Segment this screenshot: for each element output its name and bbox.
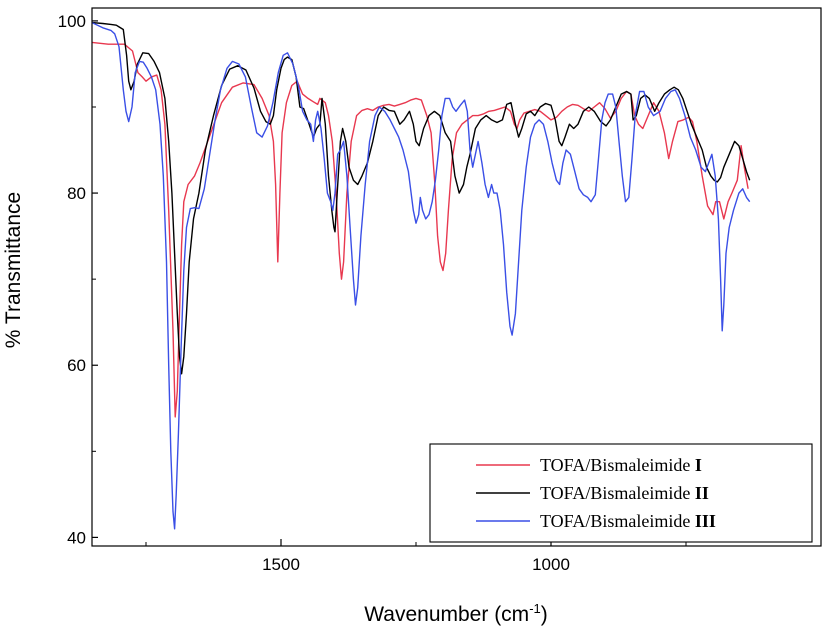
x-axis-title-close: ) [541,603,548,626]
legend-label-text: TOFA/Bismaleimide [540,483,695,503]
y-tick-label: 80 [67,184,86,203]
x-tick-label: 1000 [532,555,570,574]
legend-label: TOFA/Bismaleimide III [540,511,716,531]
axis-ticks: 40 60 80 100 1500 1000 [58,12,687,574]
x-axis-title-text: Wavenumber (cm [364,603,529,626]
x-tick-label: 1500 [262,555,300,574]
series-line-2 [92,21,751,375]
legend-label-text: TOFA/Bismaleimide [540,511,695,531]
legend-label: TOFA/Bismaleimide II [540,483,709,503]
legend-label-text: TOFA/Bismaleimide [540,455,695,475]
legend-label-numeral: III [695,511,716,531]
y-axis-title: % Transmittance [2,192,25,348]
y-tick-label: 60 [67,356,86,375]
plot-lines [92,21,751,530]
legend-label-numeral: II [695,483,709,503]
plot-frame [91,7,822,547]
series-line-1 [92,41,749,418]
series-line-3 [92,21,751,530]
y-tick-label: 40 [67,528,86,547]
legend-label: TOFA/Bismaleimide I [540,455,702,475]
legend-label-numeral: I [695,455,702,475]
x-axis-title-superscript: -1 [529,601,541,616]
y-tick-label: 100 [58,12,86,31]
x-axis-title: Wavenumber (cm-1) [364,601,548,626]
